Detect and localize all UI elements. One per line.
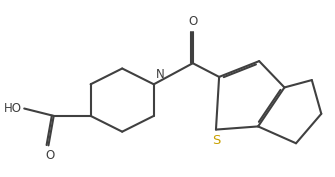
Text: O: O — [45, 149, 54, 162]
Text: HO: HO — [4, 102, 22, 115]
Text: S: S — [212, 134, 220, 147]
Text: N: N — [156, 68, 165, 81]
Text: O: O — [188, 15, 197, 28]
